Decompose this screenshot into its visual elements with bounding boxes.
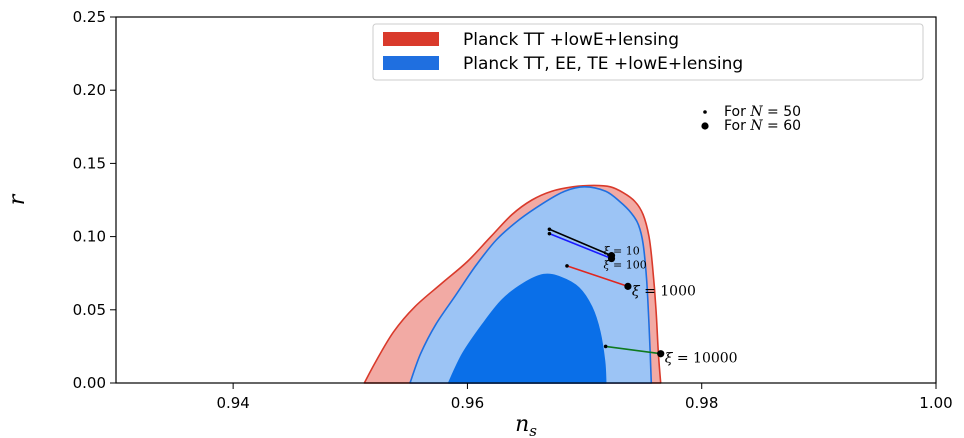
contours-layer xyxy=(363,184,662,384)
plot-frame xyxy=(115,16,937,384)
x-tick-label: 0.94 xyxy=(216,394,249,412)
legend-label: Planck TT +lowE+lensing xyxy=(463,30,679,50)
prediction-line xyxy=(549,232,612,260)
prediction-label: ξ = 10 xyxy=(604,245,640,258)
prediction-point-n50 xyxy=(547,231,552,236)
prediction-point-n60 xyxy=(607,254,616,263)
legend-box xyxy=(372,23,924,81)
prediction-label: ξ = 100 xyxy=(604,259,647,272)
x-tick-label: 0.96 xyxy=(451,394,484,412)
prediction-point-n50 xyxy=(565,264,569,268)
predictions-layer: ξ = 10ξ = 100 ξ = 1000 ξ = 10000 xyxy=(547,227,738,367)
prediction-line xyxy=(549,228,612,257)
prediction-xi-10000: ξ = 10000 xyxy=(603,344,738,367)
y-tick-label: 0.00 xyxy=(73,374,106,392)
contour-ttteee-1sigma xyxy=(447,273,607,384)
legend-swatch xyxy=(383,56,439,70)
prediction-point-n60 xyxy=(624,282,632,290)
prediction-label: ξ = 10000 xyxy=(665,351,738,367)
legend: Planck TT +lowE+lensing Planck TT, EE, TE… xyxy=(372,23,924,81)
prediction-xi-1000: ξ = 1000 xyxy=(565,264,696,299)
x-tick-label: 0.98 xyxy=(685,394,718,412)
y-axis-label: r xyxy=(5,193,30,205)
y-tick-label: 0.25 xyxy=(73,8,106,26)
marker-legend-label: For N = 60 xyxy=(724,118,801,134)
prediction-label: ξ = 1000 xyxy=(632,283,696,299)
y-tick-label: 0.15 xyxy=(73,154,106,172)
x-tick-label: 1.00 xyxy=(919,394,952,412)
y-tick-label: 0.20 xyxy=(73,81,106,99)
legend-label: Planck TT, EE, TE +lowE+lensing xyxy=(463,54,743,74)
prediction-line xyxy=(605,345,661,355)
marker-legend-dot xyxy=(703,110,707,114)
prediction-point-n50 xyxy=(547,227,552,232)
marker-legend-dot xyxy=(701,122,709,130)
marker-legend-label: For N = 50 xyxy=(724,104,801,120)
y-tick-label: 0.10 xyxy=(73,228,106,246)
prediction-point-n60 xyxy=(657,350,665,358)
prediction-line xyxy=(566,265,629,288)
x-axis-label: ns xyxy=(515,412,537,438)
prediction-xi-100: ξ = 100 xyxy=(547,231,647,272)
y-tick-label: 0.05 xyxy=(73,301,106,319)
ticks-layer: 0.94 0.96 0.98 1.00 0.00 0.05 0.10 0.15 0.20 0.25 xyxy=(73,8,953,412)
prediction-point-n50 xyxy=(603,344,608,349)
legend-swatch xyxy=(383,32,439,46)
